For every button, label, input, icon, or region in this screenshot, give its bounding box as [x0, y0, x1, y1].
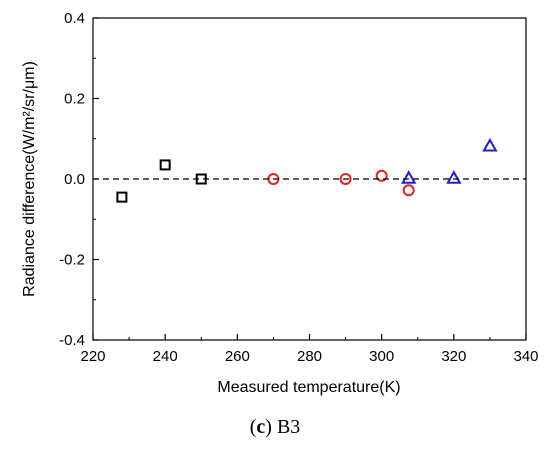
- caption-letter: c: [256, 416, 266, 438]
- data-marks: [116, 137, 498, 203]
- square-point: [159, 159, 171, 171]
- x-tick-label: 300: [369, 348, 394, 365]
- x-tick-label: 240: [153, 348, 178, 365]
- x-axis-ticks: 220 240 260 280 300 320 340: [80, 334, 539, 365]
- y-axis-label: Radiance difference(W/m²/sr/μm): [21, 61, 38, 297]
- y-tick-label: 0.0: [64, 171, 85, 188]
- caption-text: B3: [276, 416, 301, 438]
- square-point: [116, 191, 128, 203]
- triangle-point: [446, 170, 462, 184]
- y-axis-ticks: -0.4 -0.2 0.0 0.2 0.4: [59, 10, 99, 349]
- y-tick-label: 0.4: [64, 10, 85, 27]
- x-tick-label: 340: [513, 348, 538, 365]
- y-tick-label: -0.4: [59, 332, 85, 349]
- x-axis-label: Measured temperature(K): [217, 379, 400, 396]
- x-tick-label: 260: [225, 348, 250, 365]
- triangle-point: [482, 137, 498, 152]
- circle-point: [339, 173, 352, 185]
- figure-caption: (c) B3: [249, 416, 301, 438]
- scatter-chart: 220 240 260 280 300 320 340 -0.4-0.20.00.20.4 …: [21, 10, 539, 396]
- y-tick-label: -0.2: [59, 252, 85, 269]
- y-tick-label: 0.2: [64, 91, 85, 108]
- circle-point: [375, 169, 388, 182]
- triangle-point: [401, 170, 417, 184]
- x-tick-label: 280: [297, 348, 322, 365]
- circle-point: [402, 184, 415, 197]
- x-tick-label: 320: [441, 348, 466, 365]
- x-tick-label: 220: [80, 348, 105, 365]
